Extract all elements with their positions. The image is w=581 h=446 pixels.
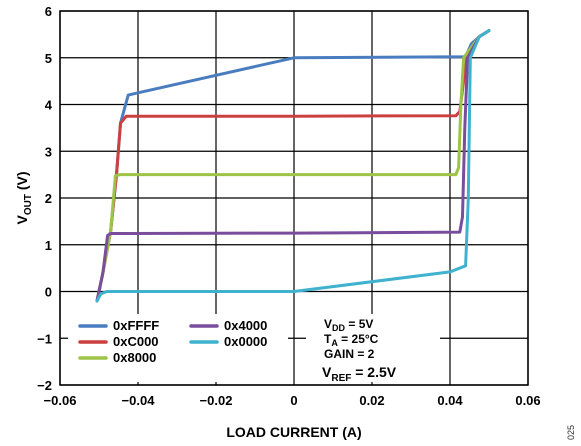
x-tick-label: −0.04: [122, 393, 156, 408]
vdd-note: VDD = 5V: [324, 317, 373, 333]
x-tick-label: −0.02: [200, 393, 233, 408]
legend: 0xFFFF 0x4000 0xC000 0x0000 0x8000: [78, 318, 267, 365]
y-tick-label: −2: [37, 378, 52, 393]
y-tick-label: 3: [45, 144, 52, 159]
x-axis-title: LOAD CURRENT (A): [226, 424, 361, 440]
legend-label-0x4000: 0x4000: [224, 318, 267, 333]
gain-note: GAIN = 2: [324, 347, 375, 361]
x-tick-labels: −0.06 −0.04 −0.02 0 0.02 0.04 0.06: [44, 393, 541, 408]
series-line-0x0000: [95, 29, 491, 303]
series-line-0x8000: [95, 29, 491, 303]
x-tick-label: 0.04: [437, 393, 463, 408]
legend-label-0x8000: 0x8000: [113, 350, 156, 365]
plot-frame: [59, 10, 529, 386]
series-layer: [95, 29, 491, 303]
y-tick-label: 5: [45, 51, 52, 66]
y-tick-label: 6: [45, 4, 52, 19]
vref-note: VREF = 2.5V: [322, 364, 397, 384]
y-tick-label: −1: [37, 331, 52, 346]
x-tick-label: 0.02: [359, 393, 384, 408]
conditions-box: [306, 314, 440, 382]
y-tick-label: 4: [45, 98, 53, 113]
ta-note: TA = 25°C: [324, 332, 379, 348]
legend-label-0xc000: 0xC000: [113, 334, 159, 349]
y-tick-label: 0: [45, 285, 52, 300]
y-axis-title: VOUT (V): [14, 171, 34, 224]
x-tick-label: 0.06: [515, 393, 540, 408]
conditions-annotation: VDD = 5V TA = 25°C GAIN = 2 VREF = 2.5V: [322, 317, 397, 384]
x-tick-label: 0: [290, 393, 297, 408]
series-line-0x4000: [95, 29, 491, 303]
legend-label-0xffff: 0xFFFF: [113, 318, 159, 333]
figure-id: 025: [566, 425, 576, 440]
legend-label-0x0000: 0x0000: [224, 334, 267, 349]
y-tick-label: 1: [45, 238, 52, 253]
y-tick-label: 2: [45, 191, 52, 206]
y-tick-labels: −2 −1 0 1 2 3 4 5 6: [37, 4, 53, 393]
x-tick-label: −0.06: [44, 393, 77, 408]
